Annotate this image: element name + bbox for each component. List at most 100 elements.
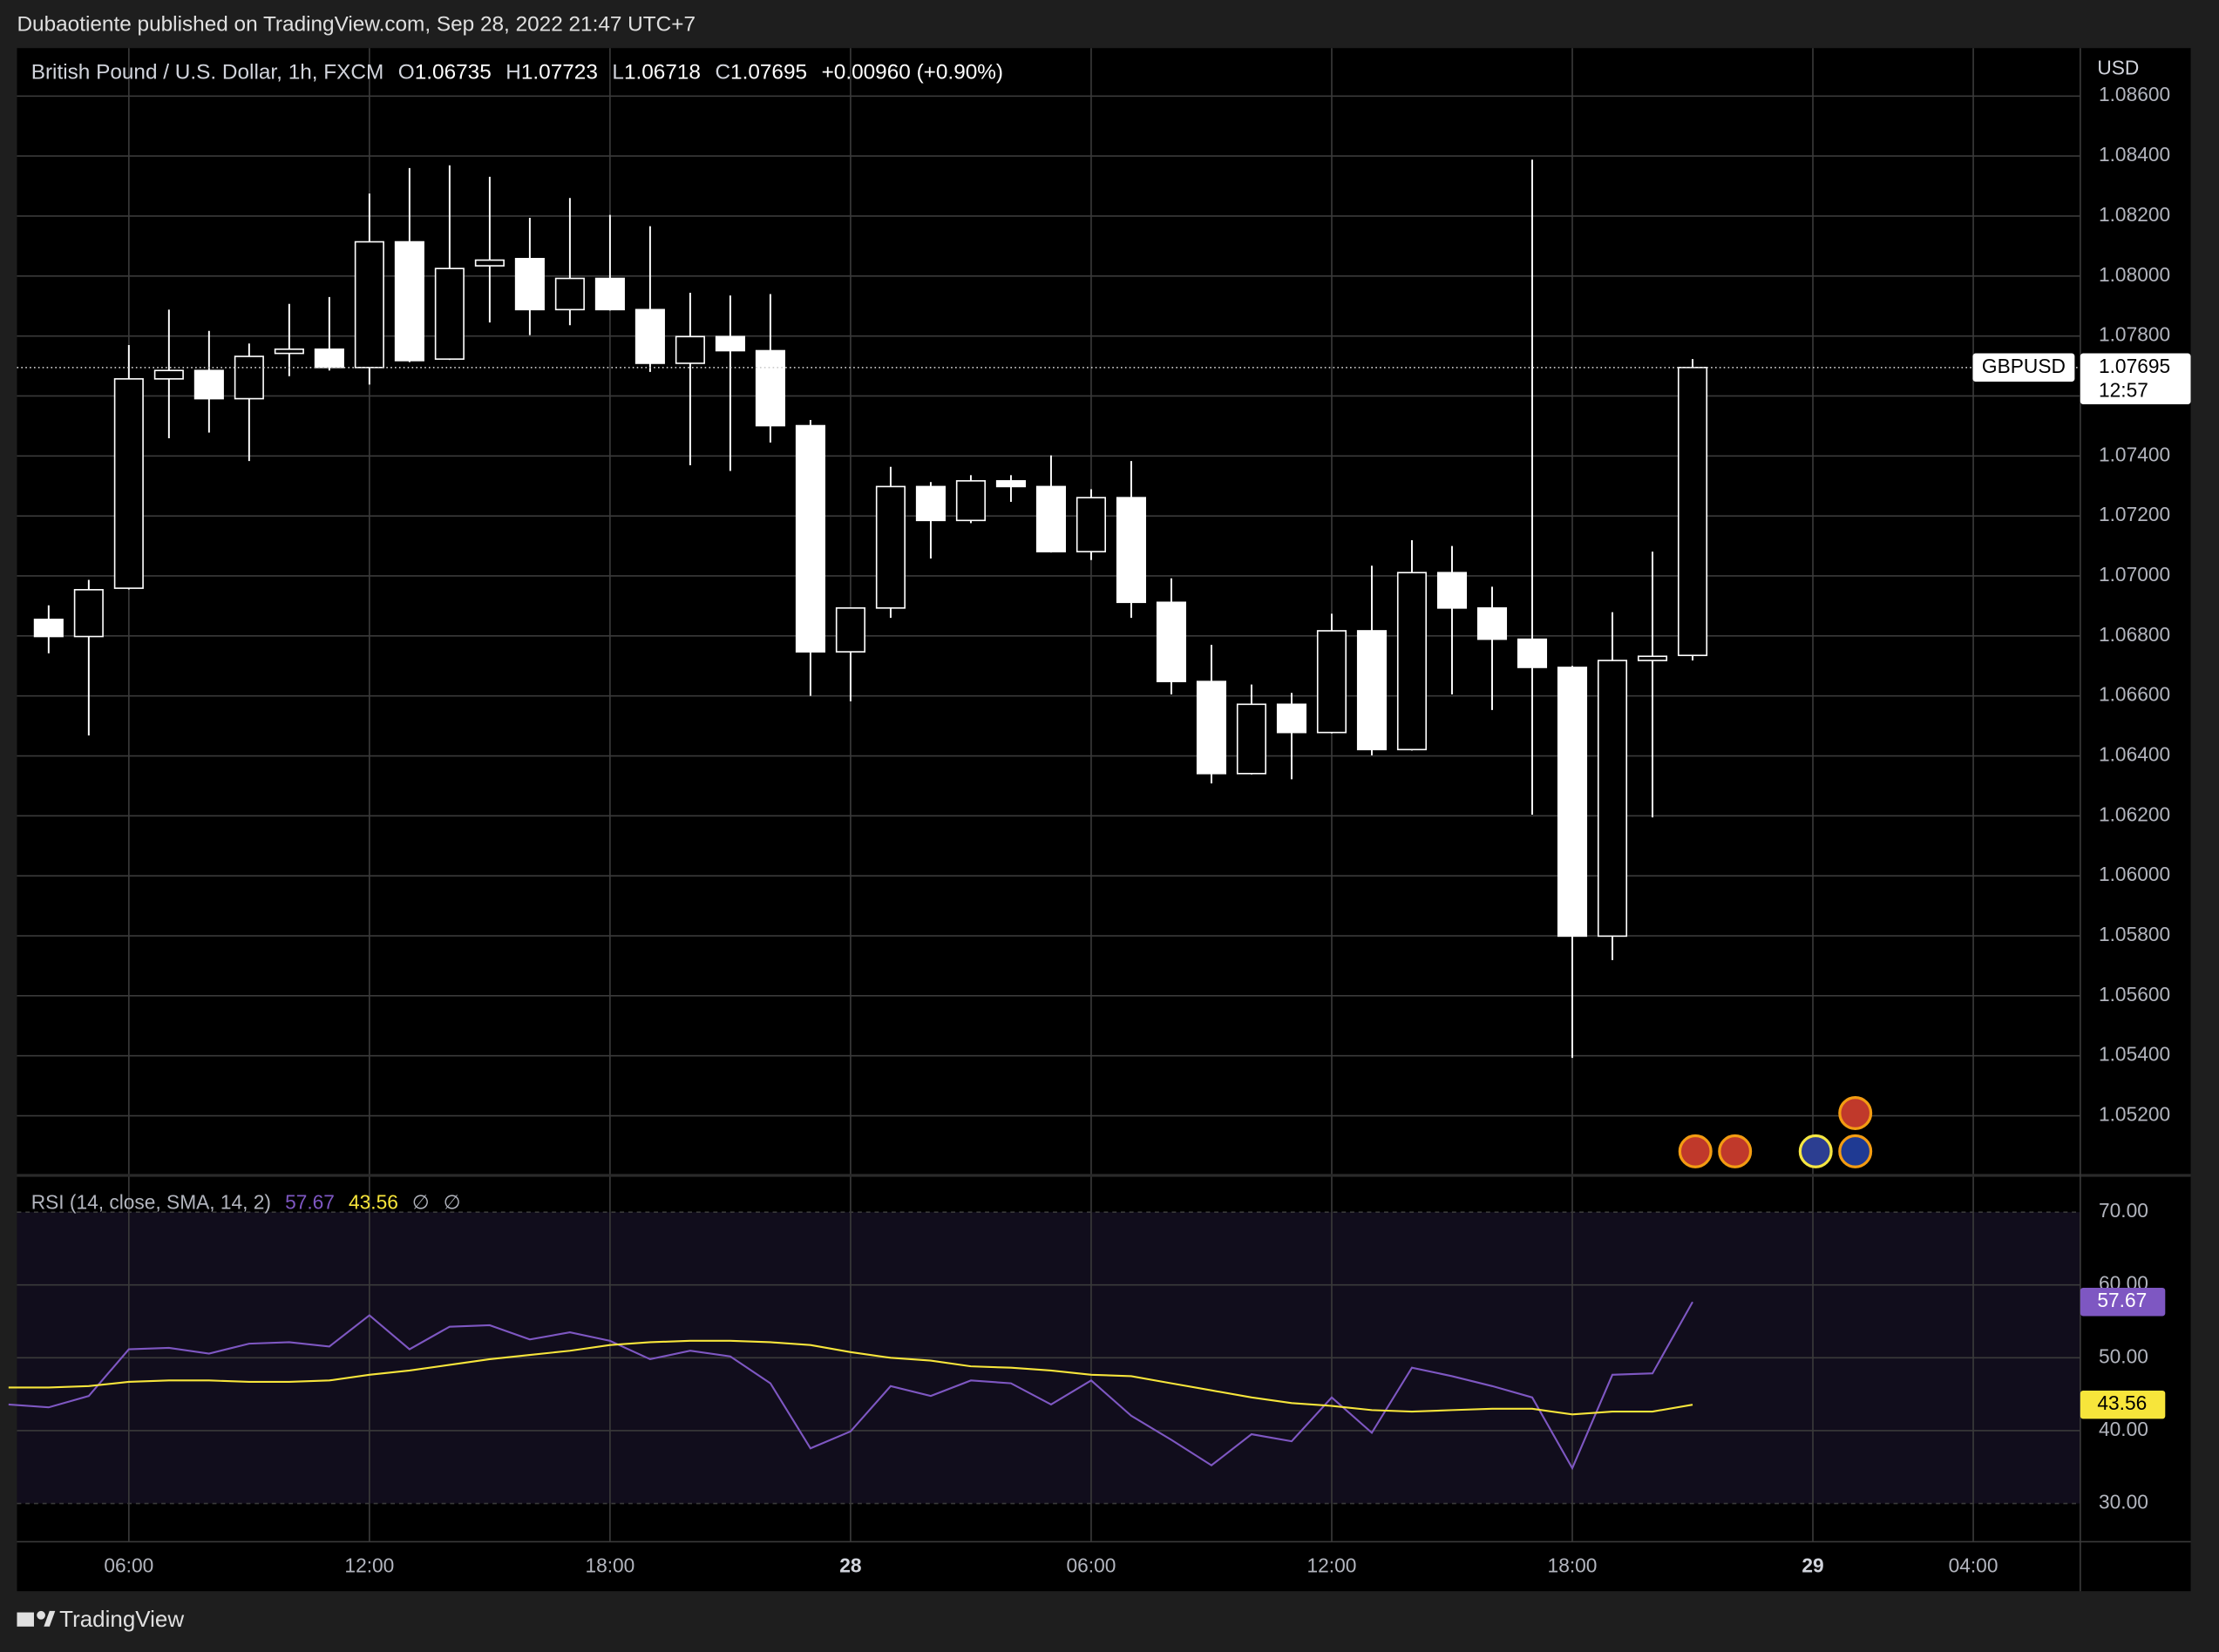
brand-logo: TradingView: [17, 1606, 184, 1632]
change: +0.00960 (+0.90%): [822, 61, 1003, 85]
candle-body: [835, 607, 865, 653]
y-tick-label: 40.00: [2099, 1418, 2148, 1440]
candle-body: [73, 589, 104, 638]
close-value: 1.07695: [730, 61, 807, 85]
x-tick-label: 12:00: [344, 1554, 394, 1577]
candle-body: [995, 480, 1026, 488]
x-tick-label: 06:00: [104, 1554, 153, 1577]
candle-body: [675, 335, 705, 364]
candle-body: [193, 369, 224, 400]
candle-body: [33, 619, 64, 638]
y-tick-label: 1.07200: [2099, 503, 2170, 525]
y-tick-label: 30.00: [2099, 1491, 2148, 1513]
ohlc-letter: O: [398, 61, 415, 85]
symbol-label: GBPUSD: [1982, 355, 2066, 377]
candle-body: [634, 308, 665, 364]
high-value: 1.07723: [521, 61, 598, 85]
candle-body: [915, 485, 946, 522]
candle-body: [1436, 572, 1468, 609]
x-tick-label: 06:00: [1067, 1554, 1116, 1577]
rsi-legend: RSI (14, close, SMA, 14, 2) 57.67 43.56 …: [31, 1190, 461, 1213]
y-tick-label: 1.05800: [2099, 923, 2170, 945]
x-tick-label: 04:00: [1949, 1554, 1998, 1577]
candle-body: [955, 480, 986, 522]
event-flag[interactable]: [1678, 1134, 1713, 1168]
candle-body: [1476, 607, 1508, 640]
value-badge-label: 57.67: [2097, 1289, 2147, 1311]
y-tick-label: 1.08000: [2099, 263, 2170, 286]
event-flag[interactable]: [1838, 1096, 1873, 1131]
x-tick-label: 29: [1802, 1554, 1823, 1577]
logo-mark: [44, 1610, 56, 1627]
event-flag[interactable]: [1798, 1134, 1833, 1168]
marks: [8, 159, 2080, 1471]
candle-body: [1316, 630, 1347, 734]
logo-mark: [37, 1610, 45, 1620]
series-line: [8, 1301, 1693, 1471]
candle-body: [1517, 638, 1548, 668]
y-tick-label: 1.06400: [2099, 743, 2170, 766]
extra-label: ∅: [444, 1190, 461, 1213]
ohlc-letter: L: [612, 61, 624, 85]
candle-body: [274, 348, 304, 355]
price-badge: [2080, 353, 2191, 404]
y-tick-label: 1.07000: [2099, 563, 2170, 586]
symbol-badge: [1972, 353, 2075, 383]
candle-body: [1677, 366, 1708, 657]
x-tick-label: 18:00: [585, 1554, 634, 1577]
y-tick-label: 1.08200: [2099, 203, 2170, 226]
series-line: [8, 1339, 1693, 1416]
candle-body: [514, 258, 545, 311]
event-flag[interactable]: [1838, 1134, 1873, 1168]
low-value: 1.06718: [624, 61, 701, 85]
y-tick-label: 1.06000: [2099, 863, 2170, 885]
x-tick-label: 28: [839, 1554, 861, 1577]
rsi-value: 57.67: [285, 1190, 335, 1213]
candle-body: [1156, 601, 1187, 682]
candle-body: [1236, 703, 1267, 775]
candle-body: [715, 335, 745, 352]
ohlc-legend: British Pound / U.S. Dollar, 1h, FXCM O1…: [31, 61, 1003, 85]
y-tick-label: 1.05600: [2099, 983, 2170, 1005]
candle-body: [755, 349, 785, 427]
y-tick-label: 1.06200: [2099, 802, 2170, 825]
candle-body: [1597, 660, 1628, 938]
candle-body: [875, 485, 906, 609]
candle-body: [1356, 630, 1388, 751]
candle-body: [153, 369, 184, 380]
x-tick-label: 18:00: [1548, 1554, 1598, 1577]
y-tick-label: 1.05200: [2099, 1103, 2170, 1126]
value-badge: [2080, 1390, 2166, 1419]
y-tick-label: 1.05400: [2099, 1043, 2170, 1066]
logo-mark: [17, 1612, 34, 1627]
candle-body: [1396, 572, 1428, 751]
candle-body: [795, 424, 825, 653]
extra-label: ∅: [412, 1190, 430, 1213]
last-price: 1.07695: [2099, 355, 2170, 377]
value-badge-label: 43.56: [2097, 1391, 2147, 1414]
currency: USD: [2097, 57, 2139, 79]
y-tick-label: 70.00: [2099, 1199, 2148, 1222]
y-tick-label: 1.07800: [2099, 323, 2170, 346]
candle-body: [554, 277, 585, 311]
candle-body: [394, 240, 424, 362]
event-flag[interactable]: [1718, 1134, 1753, 1168]
ohlc-letter: H: [506, 61, 521, 85]
candle-body: [113, 378, 144, 589]
candle-body: [314, 348, 344, 369]
candle-body: [434, 267, 465, 360]
countdown: 12:57: [2099, 378, 2148, 401]
candle-body: [1035, 485, 1066, 552]
publisher: Dubaotiente published on TradingView.com…: [17, 13, 696, 37]
y-tick-label: 1.08400: [2099, 143, 2170, 166]
event-icons: [1678, 1096, 1873, 1168]
candle-body: [594, 277, 625, 311]
brand: TradingView: [59, 1606, 184, 1632]
open-value: 1.06735: [415, 61, 492, 85]
candle-body: [1196, 680, 1227, 775]
y-tick-label: 1.06800: [2099, 623, 2170, 646]
ohlc-letter: C: [715, 61, 730, 85]
candle-body: [354, 240, 384, 369]
candle-body: [1276, 703, 1307, 734]
